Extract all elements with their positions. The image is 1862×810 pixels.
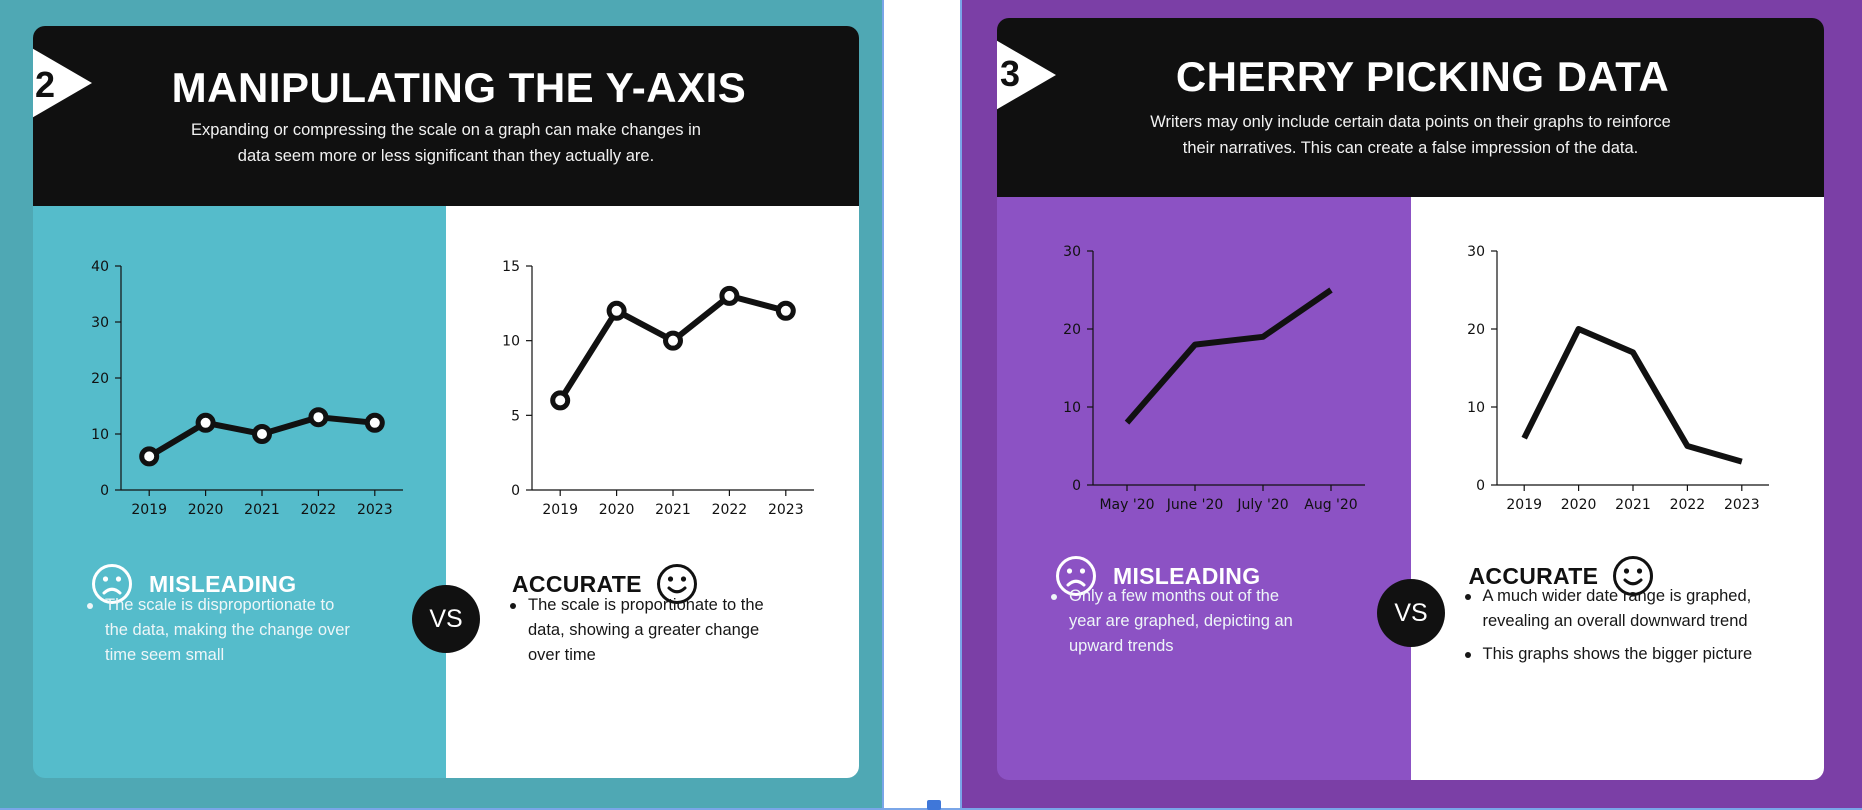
x-tick-label: 2019 xyxy=(131,502,167,518)
slide-2-accurate-section: 0 5 10 15 2019 2020 2021 2022 2023 ACCURATE The … xyxy=(446,206,859,778)
slide-2-subtitle: Expanding or compressing the scale on a … xyxy=(153,117,739,169)
y-tick-label: 0 xyxy=(511,483,520,499)
slide-3-subtitle: Writers may only include certain data po… xyxy=(1117,109,1704,161)
data-point xyxy=(663,330,683,351)
x-tick-label: 2022 xyxy=(1669,497,1705,513)
accurate-label: ACCURATE xyxy=(1468,562,1599,589)
data-point xyxy=(252,424,272,444)
x-tick-label: Aug '20 xyxy=(1304,497,1357,513)
slide-3-title: CHERRY PICKING DATA xyxy=(1175,53,1670,100)
slide-2-accurate-chart: 0 5 10 15 2019 2020 2021 2022 2023 xyxy=(502,259,814,518)
slide-3-number: 3 xyxy=(1000,53,1021,94)
x-tick-label: 2021 xyxy=(655,502,691,518)
slide-3-accurate-chart: 0 10 20 30 2019 2020 2021 2022 2023 xyxy=(1467,244,1769,513)
y-tick-label: 0 xyxy=(1072,478,1081,494)
slide-2-accurate-points: The scale is proportionate to the data, … xyxy=(508,593,778,676)
y-tick-label: 10 xyxy=(1467,400,1485,416)
slide-3-header: 3 CHERRY PICKING DATA Writers may only i… xyxy=(997,18,1824,197)
y-tick-label: 10 xyxy=(1063,400,1081,416)
accurate-label: ACCURATE xyxy=(512,570,642,597)
slide-3-subtitle-line-1: Writers may only include certain data po… xyxy=(1150,113,1671,131)
data-point xyxy=(308,407,329,428)
x-tick-label: 2020 xyxy=(188,502,224,518)
x-tick-label: 2020 xyxy=(599,502,635,518)
y-tick-label: 0 xyxy=(1476,478,1485,494)
slide-3-accurate-section: 0 10 20 30 2019 2020 2021 2022 2023 ACCURATE A m… xyxy=(1410,197,1824,780)
x-tick-label: 2020 xyxy=(1560,497,1596,513)
slide-2-misleading-section: 0 10 20 30 40 2019 2020 2021 2022 2023 MISLEADING… xyxy=(33,206,446,778)
slide-2-number-badge xyxy=(33,43,92,123)
misleading-point: The scale is disproportionate to the dat… xyxy=(85,593,355,668)
x-tick-label: May '20 xyxy=(1099,497,1154,513)
slide-3-misleading-chart: 0 10 20 30 May '20 June '20 July '20 Aug '20 xyxy=(1063,244,1365,513)
x-tick-label: 2019 xyxy=(542,502,578,518)
slide-3-misleading-section: 0 10 20 30 May '20 June '20 July '20 Aug '20 MI… xyxy=(997,197,1411,780)
slide-3-accurate-points: A much wider date range is graphed, reve… xyxy=(1463,584,1793,675)
x-tick-label: 2023 xyxy=(357,502,393,518)
x-tick-label: 2022 xyxy=(712,502,748,518)
accurate-point: The scale is proportionate to the data, … xyxy=(508,593,778,668)
x-tick-label: 2021 xyxy=(1615,497,1651,513)
y-tick-label: 40 xyxy=(91,259,109,275)
accurate-point: This graphs shows the bigger picture xyxy=(1463,642,1793,667)
slide-3-misleading-points: Only a few months out of the year are gr… xyxy=(1049,584,1299,667)
x-tick-label: 2023 xyxy=(1723,497,1759,513)
x-tick-label: 2022 xyxy=(301,502,337,518)
x-tick-label: 2019 xyxy=(1506,497,1542,513)
x-tick-label: June '20 xyxy=(1166,497,1224,513)
misleading-label: MISLEADING xyxy=(149,570,297,597)
slide-3-vs-badge: VS xyxy=(1377,579,1445,647)
slide-2-accurate-heading: ACCURATE xyxy=(512,563,698,605)
data-point xyxy=(719,285,740,306)
y-tick-label: 20 xyxy=(1467,322,1485,338)
smiley-face-icon xyxy=(656,564,697,604)
y-tick-label: 10 xyxy=(502,334,520,350)
y-tick-label: 30 xyxy=(1467,244,1485,260)
y-tick-label: 20 xyxy=(1063,322,1081,338)
y-tick-label: 0 xyxy=(100,483,109,499)
accurate-point: A much wider date range is graphed, reve… xyxy=(1463,584,1793,634)
data-point xyxy=(606,300,627,321)
misleading-label: MISLEADING xyxy=(1113,562,1261,589)
y-tick-label: 30 xyxy=(1063,244,1081,260)
smiley-face-icon xyxy=(1613,556,1654,596)
series-line xyxy=(1521,326,1743,465)
sad-face-icon xyxy=(1056,556,1096,596)
slide-2-misleading-points: The scale is disproportionate to the dat… xyxy=(85,593,355,676)
data-point xyxy=(195,412,216,433)
sad-face-icon xyxy=(92,564,132,604)
y-tick-label: 15 xyxy=(502,259,520,275)
x-tick-label: July '20 xyxy=(1236,497,1288,513)
misleading-point: Only a few months out of the year are gr… xyxy=(1049,584,1299,659)
y-tick-label: 5 xyxy=(511,408,520,424)
slide-2-card: 2 MANIPULATING THE Y-AXIS Expanding or c… xyxy=(33,26,859,778)
slide-2-title: MANIPULATING THE Y-AXIS xyxy=(171,64,747,111)
slide-2-subtitle-line-2: data seem more or less significant than … xyxy=(237,147,655,165)
slide-3-misleading-heading: MISLEADING xyxy=(1055,555,1260,597)
slide-3-number-badge xyxy=(997,35,1056,115)
slide-2-number: 2 xyxy=(35,64,56,105)
data-point xyxy=(775,300,796,321)
slide-2-panel[interactable]: 2 MANIPULATING THE Y-AXIS Expanding or c… xyxy=(0,0,884,810)
scrollbar-handle[interactable] xyxy=(927,800,941,810)
slide-2-subtitle-line-1: Expanding or compressing the scale on a … xyxy=(191,121,701,139)
slide-3-card: 3 CHERRY PICKING DATA Writers may only i… xyxy=(997,18,1824,780)
slide-2-header: 2 MANIPULATING THE Y-AXIS Expanding or c… xyxy=(33,26,859,206)
slide-2-misleading-heading: MISLEADING xyxy=(91,563,296,605)
y-tick-label: 20 xyxy=(91,371,109,387)
data-point xyxy=(550,390,571,411)
data-point xyxy=(139,446,160,467)
slide-2-vs-badge: VS xyxy=(412,585,480,653)
y-tick-label: 10 xyxy=(91,427,109,443)
y-tick-label: 30 xyxy=(91,315,109,331)
x-tick-label: 2021 xyxy=(244,502,280,518)
slide-2-misleading-chart: 0 10 20 30 40 2019 2020 2021 2022 2023 xyxy=(91,259,403,518)
slide-3-panel[interactable]: 3 CHERRY PICKING DATA Writers may only i… xyxy=(960,0,1862,810)
series-line xyxy=(1124,287,1333,425)
slide-3-accurate-heading: ACCURATE xyxy=(1469,555,1655,597)
x-tick-label: 2023 xyxy=(768,502,804,518)
data-point xyxy=(364,412,385,433)
slide-3-subtitle-line-2: their narratives. This can create a fals… xyxy=(1182,139,1639,157)
